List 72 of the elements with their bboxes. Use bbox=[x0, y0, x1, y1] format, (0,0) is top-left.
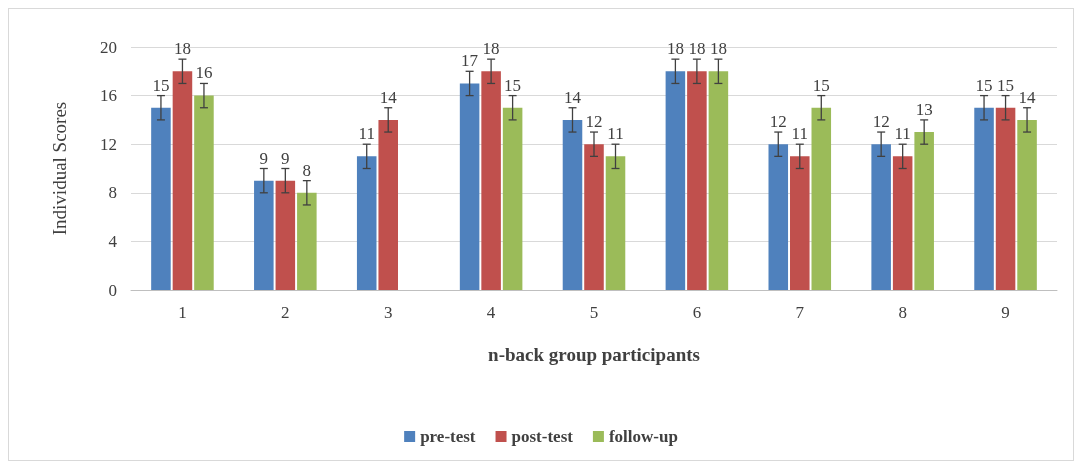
bar bbox=[708, 71, 729, 290]
y-tick-label: 20 bbox=[100, 37, 117, 57]
data-label: 12 bbox=[585, 112, 603, 132]
data-label: 18 bbox=[666, 39, 684, 59]
bar bbox=[768, 144, 789, 290]
data-label: 17 bbox=[461, 51, 479, 71]
data-label: 18 bbox=[482, 39, 500, 59]
bar bbox=[665, 71, 686, 290]
y-tick-label: 4 bbox=[108, 231, 118, 251]
data-label: 16 bbox=[195, 63, 213, 83]
data-label: 8 bbox=[302, 160, 312, 180]
bar bbox=[254, 180, 274, 290]
legend-label: pre-test bbox=[420, 427, 476, 446]
data-label: 9 bbox=[281, 148, 290, 168]
bar bbox=[378, 119, 398, 290]
data-label: 11 bbox=[358, 124, 375, 144]
data-label: 9 bbox=[259, 148, 269, 168]
bar bbox=[172, 71, 193, 290]
x-tick-label: 2 bbox=[281, 303, 290, 322]
data-label: 15 bbox=[152, 75, 170, 95]
bar bbox=[974, 107, 994, 290]
bar bbox=[1017, 119, 1037, 290]
bar bbox=[871, 144, 891, 290]
data-label: 14 bbox=[1018, 87, 1037, 107]
bar bbox=[790, 156, 810, 290]
x-tick-label: 4 bbox=[486, 303, 496, 322]
bar bbox=[297, 192, 317, 290]
data-label: 15 bbox=[504, 75, 522, 95]
x-tick-label: 5 bbox=[589, 303, 599, 322]
y-axis-title: Individual Scores bbox=[49, 101, 70, 236]
x-tick-label: 8 bbox=[898, 303, 907, 322]
data-label: 15 bbox=[812, 75, 830, 95]
data-label: 13 bbox=[915, 99, 933, 119]
data-label: 11 bbox=[607, 124, 624, 144]
x-tick-label: 1 bbox=[178, 303, 187, 322]
data-label: 18 bbox=[709, 39, 727, 59]
data-label: 12 bbox=[872, 112, 890, 132]
legend-label: post-test bbox=[511, 427, 574, 446]
bar bbox=[562, 119, 583, 290]
data-label: 14 bbox=[564, 87, 582, 107]
data-label: 11 bbox=[894, 124, 911, 144]
data-label: 11 bbox=[791, 124, 808, 144]
bar bbox=[194, 95, 214, 290]
x-tick-label: 6 bbox=[692, 303, 702, 322]
x-tick-label: 9 bbox=[1001, 303, 1010, 322]
bar bbox=[459, 83, 480, 290]
x-tick-label: 3 bbox=[383, 303, 393, 322]
bar bbox=[151, 107, 171, 290]
data-label: 14 bbox=[379, 87, 398, 107]
data-label: 15 bbox=[975, 75, 993, 95]
bar bbox=[275, 180, 296, 290]
data-label: 18 bbox=[688, 39, 706, 59]
data-label: 15 bbox=[997, 75, 1015, 95]
y-tick-label: 0 bbox=[108, 280, 117, 300]
x-tick-label: 7 bbox=[795, 303, 805, 322]
bar bbox=[687, 71, 707, 290]
bar bbox=[356, 156, 377, 290]
data-label: 18 bbox=[173, 39, 191, 59]
bar bbox=[605, 156, 626, 290]
bar bbox=[481, 71, 501, 290]
bar bbox=[892, 156, 913, 290]
bar bbox=[914, 132, 934, 290]
y-tick-label: 16 bbox=[100, 86, 117, 106]
bar bbox=[811, 107, 832, 290]
bar bbox=[584, 144, 604, 290]
y-tick-label: 8 bbox=[108, 183, 117, 203]
legend-label: follow-up bbox=[608, 427, 678, 446]
data-label: 12 bbox=[769, 112, 787, 132]
y-tick-label: 12 bbox=[100, 134, 117, 154]
bar bbox=[502, 107, 523, 290]
bar bbox=[995, 107, 1016, 290]
x-axis-title: n-back group participants bbox=[488, 344, 700, 365]
